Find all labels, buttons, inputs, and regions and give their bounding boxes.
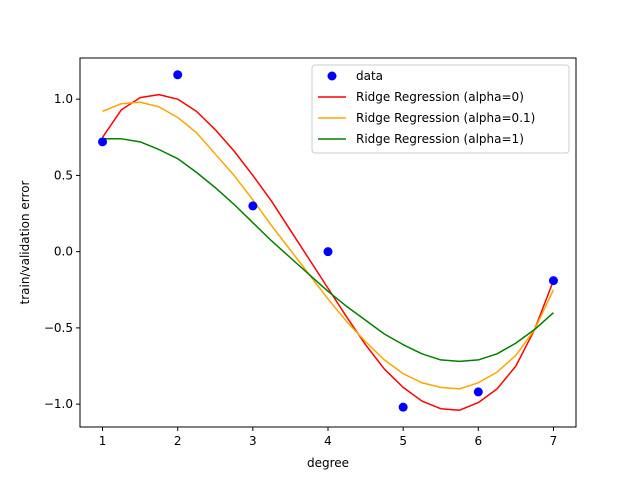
legend-box bbox=[311, 64, 570, 154]
data-point bbox=[548, 276, 558, 286]
data-point bbox=[473, 387, 483, 397]
x-tick-label: 7 bbox=[550, 434, 558, 448]
legend-label: Ridge Regression (alpha=1) bbox=[356, 132, 524, 146]
x-tick-label: 4 bbox=[324, 434, 332, 448]
data-point bbox=[98, 137, 108, 147]
y-axis-ticks: −1.0 −0.5 0.0 0.5 1.0 bbox=[44, 92, 80, 411]
series-line-2 bbox=[102, 138, 554, 363]
y-tick-label: −1.0 bbox=[44, 397, 73, 411]
x-axis-label: degree bbox=[307, 456, 349, 470]
legend-marker-data bbox=[327, 71, 337, 81]
x-tick-label: 5 bbox=[399, 434, 407, 448]
legend: data Ridge Regression (alpha=0) Ridge Regr… bbox=[311, 64, 570, 154]
y-tick-label: 0.5 bbox=[54, 168, 73, 182]
y-tick-label: 1.0 bbox=[54, 92, 73, 106]
x-tick-label: 1 bbox=[99, 434, 107, 448]
y-tick-label: 0.0 bbox=[54, 245, 73, 259]
x-tick-label: 2 bbox=[174, 434, 182, 448]
series-line-1 bbox=[102, 101, 555, 390]
y-tick-label: −0.5 bbox=[44, 321, 73, 335]
data-point bbox=[398, 402, 408, 412]
y-axis-label: train/validation error bbox=[18, 180, 32, 304]
legend-label: data bbox=[356, 69, 383, 83]
legend-label: Ridge Regression (alpha=0) bbox=[356, 90, 524, 104]
data-points bbox=[98, 70, 558, 412]
legend-label: Ridge Regression (alpha=0.1) bbox=[356, 111, 535, 125]
data-point bbox=[323, 247, 333, 257]
series-line-0 bbox=[101, 93, 555, 411]
data-point bbox=[173, 70, 183, 80]
data-point bbox=[248, 201, 258, 211]
series-lines bbox=[101, 93, 555, 411]
x-tick-label: 6 bbox=[474, 434, 482, 448]
x-tick-label: 3 bbox=[249, 434, 257, 448]
x-axis-ticks: 1 2 3 4 5 6 7 bbox=[99, 427, 558, 448]
